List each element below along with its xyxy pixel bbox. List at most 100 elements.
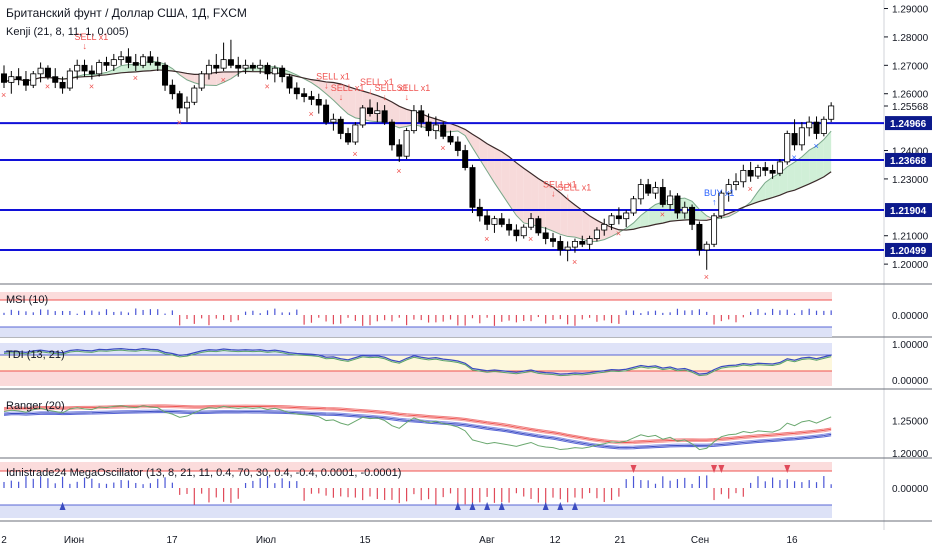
candle bbox=[286, 73, 293, 94]
candle-body bbox=[630, 198, 637, 214]
candle bbox=[308, 90, 315, 106]
candle-body bbox=[447, 135, 454, 143]
candle bbox=[169, 79, 176, 100]
candle-body bbox=[388, 121, 395, 146]
candle-body bbox=[396, 144, 403, 157]
candle-body bbox=[608, 215, 615, 225]
stop-marker: × bbox=[221, 75, 226, 85]
candle bbox=[418, 105, 425, 128]
kenji-cloud-segment bbox=[809, 145, 817, 184]
candle-body bbox=[323, 104, 330, 123]
mega-buy-marker bbox=[59, 502, 66, 510]
candle-body bbox=[820, 118, 827, 134]
candle bbox=[659, 178, 666, 208]
mega-sell-marker bbox=[718, 465, 725, 473]
mega-buy-marker bbox=[454, 502, 461, 510]
candle bbox=[637, 178, 644, 205]
candle-body bbox=[637, 184, 644, 200]
price-tick-label: 1.20000 bbox=[892, 260, 929, 271]
candle bbox=[447, 130, 454, 145]
time-tick-label: 21 bbox=[614, 535, 626, 546]
kenji-cloud-segment bbox=[772, 173, 780, 198]
candle bbox=[791, 119, 798, 151]
ranger-tick: 1.25000 bbox=[892, 417, 929, 428]
candle-body bbox=[286, 76, 293, 89]
stop-marker: × bbox=[814, 141, 819, 151]
candle-body bbox=[37, 67, 44, 75]
kenji-cloud-segment bbox=[457, 126, 466, 136]
time-axis: 2 Июн 17 Июл 15 Авг 12 21 Сен 16 bbox=[1, 535, 798, 546]
price-tag-label: 1.20499 bbox=[890, 246, 927, 257]
mega-buy-marker bbox=[484, 502, 491, 510]
candle bbox=[689, 204, 696, 231]
kenji-cloud-segment bbox=[479, 138, 488, 172]
mega-sell-marker bbox=[630, 465, 637, 473]
candle bbox=[140, 53, 147, 69]
candle bbox=[403, 127, 410, 160]
candle bbox=[681, 201, 688, 219]
kenji-cloud-segment bbox=[545, 183, 553, 232]
stop-marker: × bbox=[265, 82, 270, 92]
kenji-cloud-segment bbox=[523, 168, 532, 225]
candle-body bbox=[227, 59, 234, 66]
candle bbox=[557, 235, 564, 256]
tdi-upper-band bbox=[0, 343, 832, 355]
signal-label: SELL x1 bbox=[331, 83, 365, 93]
candle bbox=[279, 65, 286, 83]
candle-body bbox=[425, 121, 432, 132]
price-tag-label: 1.23668 bbox=[890, 156, 927, 167]
ranger-band bbox=[3, 404, 832, 442]
time-tick-label: 2 bbox=[1, 535, 7, 546]
candle-body bbox=[718, 192, 725, 217]
candle-body bbox=[528, 218, 535, 228]
stop-marker: × bbox=[748, 184, 753, 194]
candle bbox=[535, 215, 542, 236]
candle-body bbox=[681, 206, 688, 214]
mega-buy-marker bbox=[469, 502, 476, 510]
candle-body bbox=[674, 195, 681, 214]
candle-body bbox=[725, 184, 732, 194]
candle-body bbox=[249, 64, 256, 69]
signal-label: SELL x1 bbox=[75, 32, 109, 42]
ranger-label: Ranger (20) bbox=[6, 400, 65, 412]
kenji-cloud-segment bbox=[179, 72, 187, 80]
candle-body bbox=[498, 218, 505, 225]
time-tick-label: Июл bbox=[256, 535, 276, 546]
candle-body bbox=[22, 79, 29, 86]
candle-body bbox=[154, 62, 161, 66]
candle bbox=[711, 213, 718, 248]
stop-marker: × bbox=[440, 143, 445, 153]
candle-body bbox=[0, 73, 7, 83]
ranger-price bbox=[3, 405, 832, 451]
candle-body bbox=[352, 124, 359, 143]
candle-body bbox=[403, 130, 410, 157]
candle-body bbox=[762, 167, 769, 171]
signal-label: SELL x1 bbox=[375, 83, 409, 93]
candle-body bbox=[813, 121, 820, 134]
candle-body bbox=[740, 169, 747, 183]
stop-marker: × bbox=[660, 209, 665, 219]
candle bbox=[491, 215, 498, 233]
candle-body bbox=[747, 169, 754, 177]
candle bbox=[271, 65, 278, 83]
candle-body bbox=[140, 56, 147, 66]
candle bbox=[740, 164, 747, 188]
candle-body bbox=[791, 133, 798, 146]
msi-upper-band bbox=[0, 292, 832, 300]
candle bbox=[359, 105, 366, 128]
stop-marker: × bbox=[616, 228, 621, 238]
time-tick-label: 16 bbox=[786, 535, 798, 546]
candle bbox=[366, 99, 373, 117]
msi-tick: 0.00000 bbox=[892, 311, 929, 322]
candle-body bbox=[440, 124, 447, 137]
stop-marker: × bbox=[45, 82, 50, 92]
time-tick-label: 12 bbox=[549, 535, 561, 546]
candle bbox=[564, 241, 571, 262]
mega-buy-marker bbox=[542, 502, 549, 510]
candle-body bbox=[345, 133, 352, 143]
signal-arrow: ↓ bbox=[339, 92, 344, 102]
candle-body bbox=[469, 167, 476, 208]
candle-body bbox=[213, 64, 220, 69]
candle-body bbox=[484, 215, 491, 225]
candle-body bbox=[74, 64, 81, 72]
